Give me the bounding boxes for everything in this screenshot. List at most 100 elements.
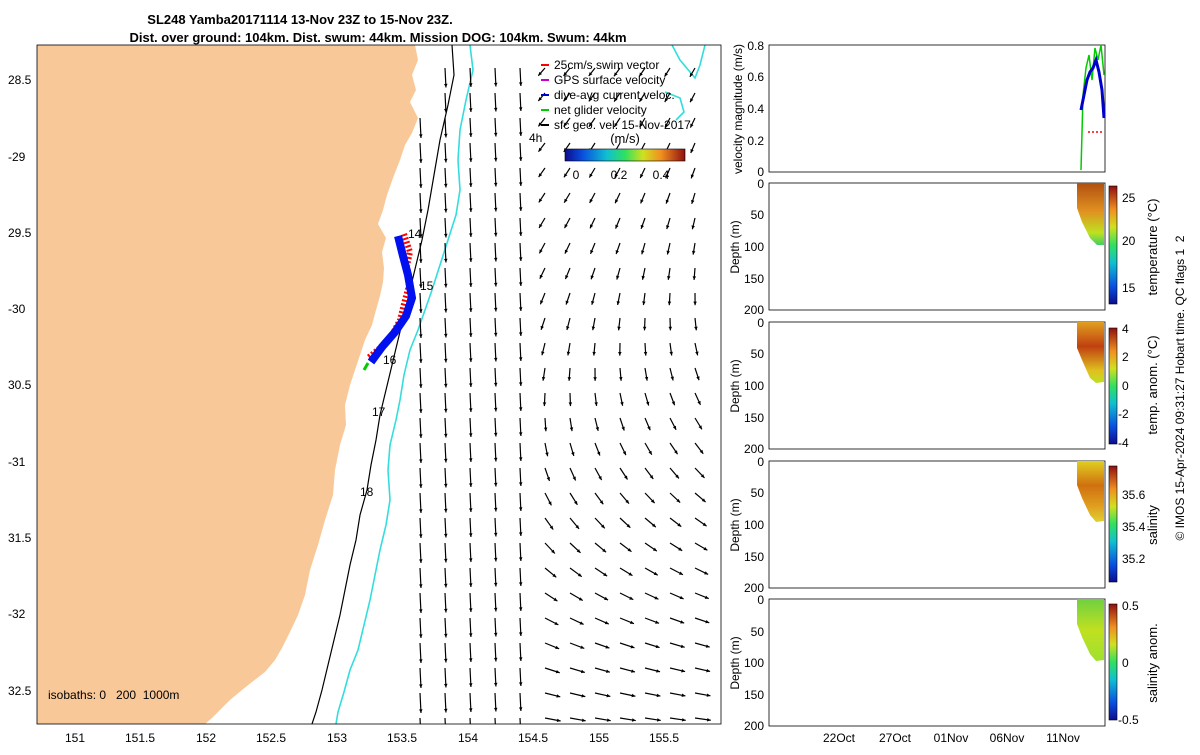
- tanom-cbar-tick: 2: [1122, 350, 1129, 364]
- tanom-ytick: 0: [757, 316, 764, 330]
- salinity-panel: 0 50 100 150 200 Depth (m) 35.6 35.4 35.…: [728, 455, 1160, 595]
- sanom-cbar-tick: 0: [1122, 656, 1129, 670]
- map-panel: 14 15 16 17 18 4h isobaths: 0 200 1000m …: [8, 45, 721, 745]
- vel-ytick: 0.2: [747, 134, 764, 148]
- lat-tick: 32.5: [8, 684, 32, 698]
- sanom-ytick: 0: [757, 593, 764, 607]
- date-tick: 06Nov: [990, 731, 1025, 745]
- lon-tick: 152.5: [256, 731, 286, 745]
- lat-tick: -31: [8, 455, 26, 469]
- tanom-cbar-tick: -2: [1118, 407, 1129, 421]
- salinity-cbar-label: salinity: [1145, 505, 1160, 545]
- temperature-panel: 0 50 100 150 200 Depth (m) 25 20 15 temp…: [728, 177, 1160, 317]
- sal-ytick: 0: [757, 455, 764, 469]
- legend-current: dive-avg current veloc.: [554, 88, 675, 102]
- velocity-arrow-head: [494, 733, 497, 737]
- date-tick: 11Nov: [1046, 731, 1080, 745]
- lat-tick: 31.5: [8, 531, 32, 545]
- sal-anom-panel: 0 50 100 150 200 Depth (m) 0.5 0 -0.5 sa…: [728, 593, 1160, 745]
- temp-anom-colorbar: [1109, 328, 1117, 444]
- sal-anom-ylabel: Depth (m): [728, 636, 742, 689]
- temp-ytick: 0: [757, 177, 764, 191]
- credit-text: © IMOS 15-Apr-2024 09:31:27 Hobart time.…: [1173, 235, 1187, 540]
- velocity-arrow-head: [444, 734, 447, 738]
- map-lon-ticks: 151 151.5 152 152.5 153 153.5 154 154.5 …: [65, 731, 679, 745]
- vel-ytick: 0.6: [747, 70, 764, 84]
- temp-anom-panel: 0 50 100 150 200 Depth (m) 4 2 0 -2 -4 t…: [728, 316, 1160, 456]
- colorbar-tick-0: 0: [573, 168, 580, 182]
- sal-anom-colorbar: [1109, 604, 1117, 720]
- vel-ytick: 0.4: [747, 102, 764, 116]
- lon-tick: 153: [327, 731, 347, 745]
- tanom-cbar-tick: -4: [1118, 436, 1129, 450]
- temp-ytick: 50: [751, 208, 765, 222]
- temp-ytick: 200: [744, 303, 764, 317]
- isobaths-label: isobaths: 0 200 1000m: [48, 688, 179, 702]
- temperature-ylabel: Depth (m): [728, 220, 742, 273]
- temp-ytick: 150: [744, 272, 764, 286]
- tanom-ytick: 100: [744, 379, 764, 393]
- tanom-ytick: 150: [744, 411, 764, 425]
- lat-tick: -30: [8, 302, 26, 316]
- velocity-arrow-head: [419, 734, 422, 738]
- sanom-cbar-tick: -0.5: [1118, 713, 1139, 727]
- velocity-axes: [769, 45, 1105, 172]
- lon-tick: 154.5: [518, 731, 548, 745]
- legend-gps: GPS surface velocity: [554, 73, 665, 87]
- velocity-panel: 0.8 0.6 0.4 0.2 0 velocity magnitude (m/…: [731, 39, 1105, 179]
- sanom-ytick: 200: [744, 719, 764, 733]
- temp-ytick: 100: [744, 240, 764, 254]
- tanom-cbar-tick: 0: [1122, 379, 1129, 393]
- sanom-ytick: 50: [751, 625, 765, 639]
- temperature-axes: [769, 183, 1105, 310]
- day-label-17: 17: [372, 405, 386, 419]
- salinity-colorbar: [1109, 466, 1117, 582]
- temperature-colorbar: [1109, 186, 1117, 304]
- day-label-16: 16: [383, 353, 397, 367]
- day-label-15: 15: [420, 279, 434, 293]
- day-label-18: 18: [360, 485, 374, 499]
- temp-anom-cbar-label: temp. anom. (°C): [1145, 335, 1160, 434]
- sal-ytick: 150: [744, 550, 764, 564]
- sal-cbar-tick: 35.4: [1122, 520, 1146, 534]
- velocity-ylabel: velocity magnitude (m/s): [731, 44, 745, 174]
- temp-cbar-tick: 25: [1122, 191, 1136, 205]
- sanom-ytick: 100: [744, 656, 764, 670]
- lat-tick: 29.5: [8, 226, 32, 240]
- sal-cbar-tick: 35.2: [1122, 552, 1146, 566]
- legend-net: net glider velocity: [554, 103, 647, 117]
- sal-anom-axes: [769, 599, 1105, 726]
- lon-tick: 155: [589, 731, 609, 745]
- lat-tick: -29: [8, 150, 26, 164]
- temp-cbar-tick: 15: [1122, 281, 1136, 295]
- lat-tick: 28.5: [8, 73, 32, 87]
- vel-ytick: 0.8: [747, 39, 764, 53]
- salinity-axes: [769, 461, 1105, 588]
- tanom-cbar-tick: 4: [1122, 322, 1129, 336]
- sal-cbar-tick: 35.6: [1122, 488, 1146, 502]
- lat-tick: -32: [8, 607, 26, 621]
- lon-tick: 151.5: [125, 731, 155, 745]
- salinity-ylabel: Depth (m): [728, 498, 742, 551]
- temp-cbar-tick: 20: [1122, 234, 1136, 248]
- date-tick: 22Oct: [823, 731, 856, 745]
- lon-tick: 155.5: [649, 731, 679, 745]
- lon-tick: 151: [65, 731, 85, 745]
- date-tick: 01Nov: [934, 731, 969, 745]
- lon-tick: 153.5: [387, 731, 417, 745]
- sal-ytick: 100: [744, 518, 764, 532]
- sanom-cbar-tick: 0.5: [1122, 599, 1139, 613]
- day-label-14: 14: [408, 227, 422, 241]
- hours-label: 4h: [529, 131, 542, 145]
- colorbar-tick-1: 0.2: [611, 168, 628, 182]
- figure-title-line1: SL248 Yamba20171114 13-Nov 23Z to 15-Nov…: [147, 12, 452, 27]
- legend-geo: sfc geo. vel. 15-Nov-2017: [554, 118, 691, 132]
- figure-title-line2: Dist. over ground: 104km. Dist. swum: 44…: [129, 30, 626, 45]
- date-tick: 27Oct: [879, 731, 912, 745]
- temperature-cbar-label: temperature (°C): [1145, 199, 1160, 296]
- sal-ytick: 50: [751, 486, 765, 500]
- lon-tick: 152: [196, 731, 216, 745]
- colorbar-bar: [565, 149, 685, 161]
- temp-anom-ylabel: Depth (m): [728, 359, 742, 412]
